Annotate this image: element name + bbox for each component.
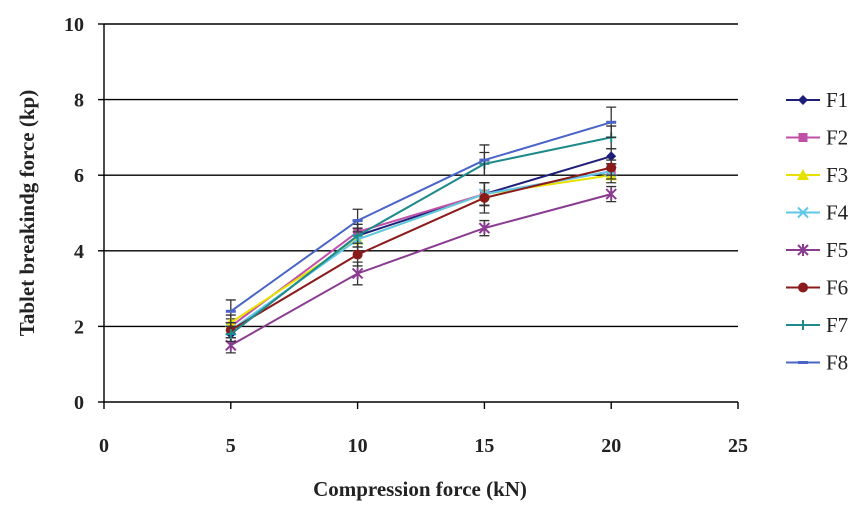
legend-marker-F6 [798, 282, 808, 293]
legend-marker-F1 [798, 95, 808, 105]
legend-item-F1: F1 [786, 88, 848, 112]
legend-item-F3: F3 [786, 163, 848, 187]
series-line-F2 [230, 170, 612, 328]
series-line-F5 [230, 193, 612, 347]
series-line-F8 [230, 121, 612, 313]
axes: 0 2 4 6 8 10 0 5 10 15 20 25 [64, 14, 748, 457]
legend-label-F8: F8 [826, 351, 848, 375]
point-F6-1 [352, 249, 363, 260]
y-tick-label-0: 0 [74, 392, 84, 414]
legend-marker-F3 [797, 169, 809, 180]
series-F1 [225, 148, 617, 343]
y-tick-label-2: 4 [74, 241, 84, 263]
point-F5-3 [605, 188, 617, 201]
legend-marker-F7 [798, 320, 808, 330]
legend-label-F7: F7 [826, 313, 848, 337]
point-F6-2 [479, 192, 490, 203]
legend: F1 F2 F3 F4 F5 F6 F7 F8 [786, 88, 849, 375]
x-tick-label-1: 5 [226, 435, 236, 457]
legend-label-F4: F4 [826, 201, 849, 225]
series-F5 [225, 185, 617, 354]
legend-label-F2: F2 [826, 126, 848, 150]
point-F5-1 [351, 267, 364, 280]
x-tick-label-2: 10 [348, 435, 368, 457]
series-group [224, 106, 618, 354]
y-tick-label-5: 10 [64, 14, 84, 36]
legend-label-F1: F1 [826, 88, 848, 112]
legend-item-F5: F5 [786, 238, 848, 262]
x-tick-label-0: 0 [99, 435, 109, 457]
legend-marker-F5 [797, 244, 809, 256]
series-F8 [225, 106, 617, 324]
legend-item-F2: F2 [786, 126, 848, 150]
x-tick-label-3: 15 [474, 435, 494, 457]
y-tick-label-3: 6 [74, 165, 84, 187]
legend-item-F4: F4 [786, 201, 849, 225]
point-F7-0 [225, 328, 236, 339]
series-F6 [225, 159, 617, 339]
series-line-F3 [230, 174, 612, 324]
legend-label-F5: F5 [826, 238, 848, 262]
y-axis-title: Tablet breakindg force (kp) [15, 90, 39, 336]
x-tick-label-5: 25 [728, 435, 748, 457]
legend-item-F7: F7 [786, 313, 848, 337]
legend-label-F3: F3 [826, 163, 848, 187]
legend-marker-F2 [798, 133, 808, 142]
point-F1-3 [606, 151, 617, 162]
series-F7 [225, 125, 617, 343]
x-axis-title: Compression force (kN) [313, 477, 527, 501]
point-F6-3 [606, 162, 617, 173]
x-tick-label-4: 20 [601, 435, 621, 457]
series-line-F7 [230, 136, 612, 335]
legend-item-F6: F6 [786, 276, 848, 300]
legend-marker-F4 [797, 206, 809, 219]
series-line-F6 [230, 166, 612, 332]
legend-item-F8: F8 [786, 351, 848, 375]
point-F5-2 [478, 222, 491, 235]
y-tick-label-4: 8 [74, 90, 84, 112]
y-tick-label-1: 2 [74, 316, 84, 338]
series-F3 [224, 166, 618, 331]
legend-label-F6: F6 [826, 276, 848, 300]
